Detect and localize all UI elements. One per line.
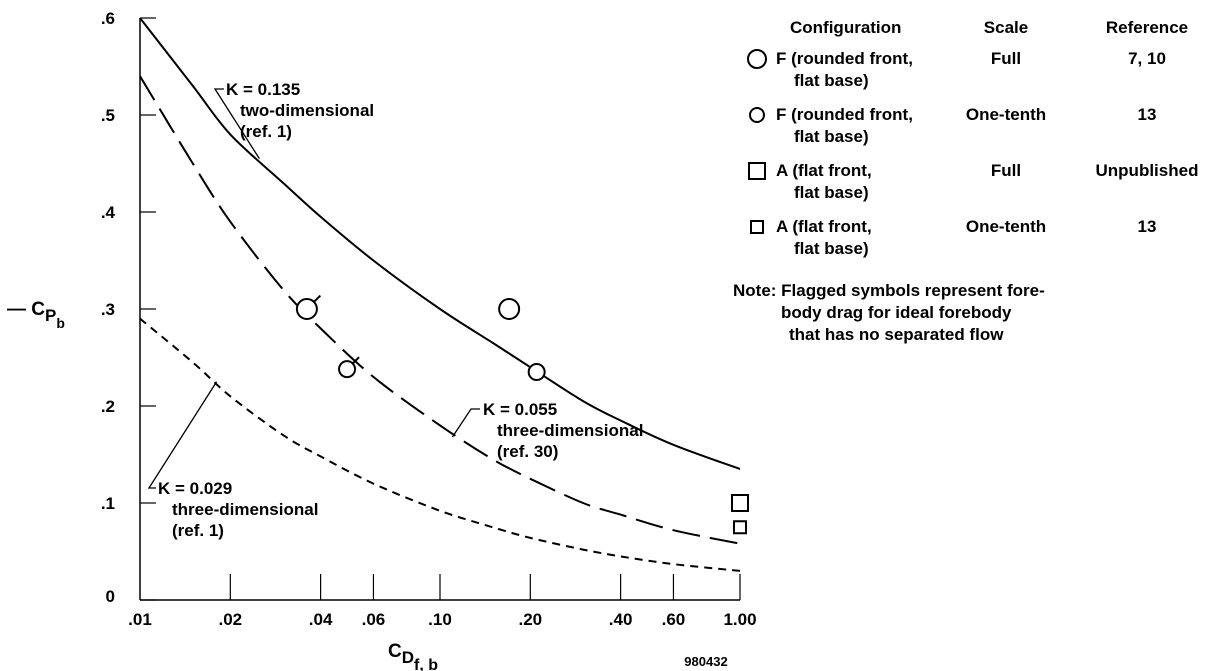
y-tick-label: .3 xyxy=(101,300,115,319)
legend-scale: One-tenth xyxy=(966,217,1046,236)
legend-marker-circle xyxy=(749,107,765,123)
legend-config-line: A (flat front, xyxy=(776,161,872,180)
legend-marker-circle xyxy=(747,49,767,69)
series-label-leader xyxy=(213,88,260,159)
data-point-circle xyxy=(338,360,357,379)
legend-note-line: body drag for ideal forebody xyxy=(781,303,1012,322)
data-markers xyxy=(295,294,749,535)
data-point-circle xyxy=(527,363,546,382)
legend-config-line: flat base) xyxy=(794,183,869,202)
legend-config-line: flat base) xyxy=(794,71,869,90)
legend-config-line: flat base) xyxy=(794,127,869,146)
legend-scale: Full xyxy=(991,49,1021,68)
series-label-line: (ref. 1) xyxy=(172,521,224,540)
legend-config-line: flat base) xyxy=(794,239,869,258)
data-point-square xyxy=(733,520,747,535)
legend-marker-square xyxy=(748,162,766,180)
y-tick-label: .1 xyxy=(101,494,115,513)
series-label-line: (ref. 30) xyxy=(497,442,558,461)
legend-header-reference: Reference xyxy=(1106,18,1188,37)
y-tick-label: 0 xyxy=(106,587,115,606)
x-tick-label: .10 xyxy=(428,610,452,629)
legend-note-line: Note: Flagged symbols represent fore- xyxy=(733,281,1045,300)
y-tick-label: .2 xyxy=(101,397,115,416)
legend-marker-square xyxy=(750,220,764,234)
data-point-square xyxy=(731,494,749,512)
x-tick-label: .04 xyxy=(309,610,333,629)
x-axis-label-main: C xyxy=(388,641,402,662)
legend-reference: 13 xyxy=(1138,217,1157,236)
series-label-line: three-dimensional xyxy=(172,500,318,519)
series-label-line: two-dimensional xyxy=(240,101,374,120)
y-axis-label-main: — C xyxy=(7,299,45,320)
figure-id: 980432 xyxy=(684,654,727,669)
series-label-leader xyxy=(451,408,480,438)
series-curve-0 xyxy=(139,17,741,470)
data-point-circle xyxy=(498,298,521,320)
legend: Configuration Scale Reference F (rounded fr… xyxy=(733,18,1198,344)
series-label-line: K = 0.029 xyxy=(158,479,232,498)
data-point-circle xyxy=(295,298,318,320)
series-curve-1 xyxy=(139,75,741,545)
legend-config-line: A (flat front, xyxy=(776,217,872,236)
x-tick-label: .60 xyxy=(662,610,686,629)
x-tick-label: .40 xyxy=(609,610,633,629)
legend-scale: One-tenth xyxy=(966,105,1046,124)
curve-labels: K = 0.135 two-dimensional (ref. 1) K = 0.05… xyxy=(147,80,643,540)
x-tick-label: .20 xyxy=(518,610,542,629)
data-point-flag xyxy=(352,356,360,365)
series-label-line: K = 0.135 xyxy=(226,80,300,99)
legend-header-scale: Scale xyxy=(984,18,1028,37)
series-label-leader xyxy=(147,381,218,489)
y-tick-label: .4 xyxy=(101,203,116,222)
x-axis-label-sub: D xyxy=(402,648,414,667)
legend-reference: 7, 10 xyxy=(1128,49,1166,68)
x-tick-label: .06 xyxy=(362,610,386,629)
x-axis-label-subsub: f, b xyxy=(414,657,438,671)
x-tick-label: .02 xyxy=(218,610,242,629)
series-label-line: three-dimensional xyxy=(497,421,643,440)
curves xyxy=(139,17,741,572)
legend-reference: 13 xyxy=(1138,105,1157,124)
series-curve-2 xyxy=(139,317,741,572)
legend-reference: Unpublished xyxy=(1096,161,1199,180)
data-point-flag xyxy=(313,294,322,303)
series-label-line: K = 0.055 xyxy=(483,400,557,419)
y-axis-label-sub: P xyxy=(45,306,56,325)
legend-note-line: that has no separated flow xyxy=(789,325,1004,344)
x-tick-label: 1.00 xyxy=(723,610,756,629)
axes: 0 .1 .2 .3 .4 .5 .6 .01 .02 .04 .06 .10 .20 .40 .60 1.0… xyxy=(7,9,757,671)
legend-config-line: F (rounded front, xyxy=(776,105,913,124)
legend-scale: Full xyxy=(991,161,1021,180)
x-axis-label: CDf, b xyxy=(388,641,438,671)
y-axis-label-subsub: b xyxy=(56,315,65,331)
legend-header-configuration: Configuration xyxy=(790,18,901,37)
x-tick-label: .01 xyxy=(128,610,152,629)
y-axis-label: — CPb xyxy=(7,299,65,331)
y-tick-label: .5 xyxy=(101,106,115,125)
legend-config-line: F (rounded front, xyxy=(776,49,913,68)
y-tick-label: .6 xyxy=(101,9,115,28)
series-label-line: (ref. 1) xyxy=(240,122,292,141)
